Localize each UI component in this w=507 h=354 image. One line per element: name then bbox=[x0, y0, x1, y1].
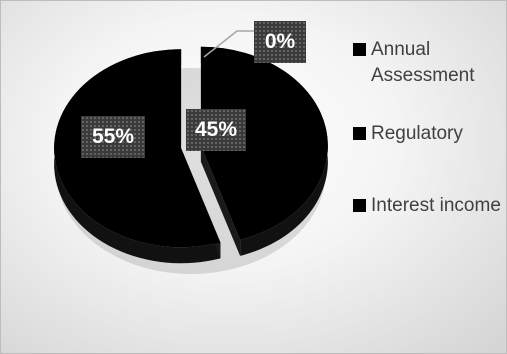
legend-item-regulatory: Regulatory bbox=[353, 121, 501, 147]
data-label-interest-income: 55% bbox=[81, 116, 145, 158]
legend-swatch bbox=[353, 43, 366, 56]
legend-swatch bbox=[353, 199, 366, 212]
data-label-regulatory: 0% bbox=[254, 21, 306, 63]
pie-slice-wall-annual-assessment bbox=[200, 145, 241, 256]
legend-swatch bbox=[353, 127, 366, 140]
data-label-annual-assessment: 45% bbox=[186, 109, 246, 151]
legend-item-interest-income: Interest income bbox=[353, 193, 501, 219]
legend-label: Interest income bbox=[371, 195, 501, 216]
legend-item-annual-assessment: Annual Assessment bbox=[353, 37, 501, 89]
pie-slice-annual-assessment bbox=[200, 46, 328, 240]
legend-label: Regulatory bbox=[371, 123, 463, 144]
leader-line-regulatory bbox=[203, 30, 254, 58]
legend-label: Annual Assessment bbox=[371, 39, 475, 86]
